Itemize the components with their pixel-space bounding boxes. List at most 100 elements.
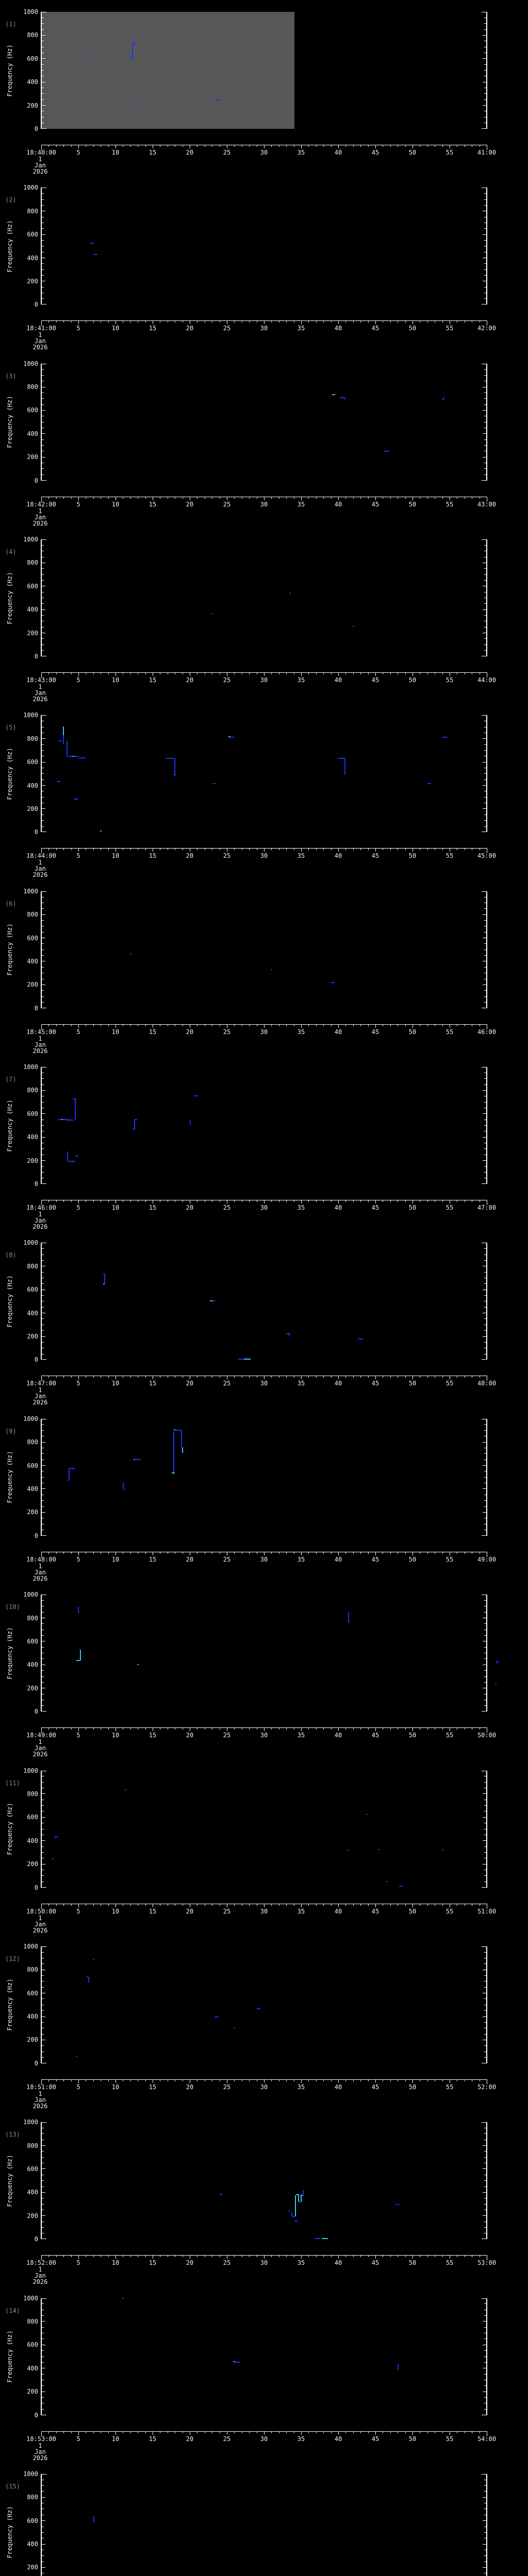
x-tick-label: 55 <box>446 2259 454 2267</box>
y-axis-tick <box>483 785 486 786</box>
x-tick-label: 15 <box>148 1380 157 1387</box>
spectrogram-panel: (3) Frequency (Hz) 0 200 400 600 800 1000 18:42:… <box>0 361 528 539</box>
y-tick-label: 800 <box>27 1087 38 1094</box>
y-axis-tick <box>484 205 486 206</box>
detection-mark <box>103 1274 105 1275</box>
y-axis-tick <box>484 2045 486 2046</box>
x-axis-tick <box>93 1903 94 1906</box>
x-axis-tick <box>71 496 72 499</box>
y-axis-tick <box>484 2303 486 2304</box>
y-axis-tick <box>42 820 44 821</box>
y-axis-tick <box>484 2315 486 2316</box>
detection-mark <box>194 1095 198 1096</box>
y-tick-label: 400 <box>27 254 38 262</box>
x-axis-tick <box>71 1903 72 1906</box>
y-tick-label: 200 <box>27 2036 38 2044</box>
x-axis-tick <box>71 1024 72 1026</box>
y-axis-tick <box>484 2491 486 2492</box>
x-axis-tick <box>390 320 391 323</box>
x-axis-tick <box>353 1727 354 1730</box>
x-axis-tick <box>412 496 413 500</box>
x-axis-tick <box>264 672 265 676</box>
x-axis-tick <box>48 496 50 499</box>
y-axis-title: Frequency (Hz) <box>6 2330 13 2383</box>
x-axis-tick <box>264 848 265 852</box>
x-axis-tick <box>323 320 324 323</box>
x-tick-label: 55 <box>446 1732 454 1739</box>
detection-mark <box>398 2364 399 2370</box>
detection-mark <box>190 1120 191 1125</box>
detection-mark <box>234 2361 236 2362</box>
x-axis-tick <box>108 848 109 851</box>
x-axis-tick <box>48 1024 50 1026</box>
x-axis-tick <box>271 2079 272 2081</box>
y-axis-tick <box>483 35 486 36</box>
x-axis-tick <box>286 2079 287 2081</box>
y-axis-line-right <box>486 891 487 1008</box>
y-axis-title: Frequency (Hz) <box>6 220 13 273</box>
x-tick-label: 55 <box>446 1380 454 1387</box>
x-axis-tick <box>93 1727 94 1730</box>
y-axis-tick <box>483 1090 486 1091</box>
x-axis-tick <box>108 1200 109 1202</box>
y-axis-tick <box>484 574 486 575</box>
detection-mark <box>69 1468 70 1480</box>
x-axis-tick <box>338 1551 339 1555</box>
x-tick-label: 5 <box>76 676 80 684</box>
x-tick-label: 15 <box>148 1204 157 1212</box>
x-tick-label: 25 <box>223 1380 231 1387</box>
x-axis-tick <box>56 1551 57 1554</box>
y-axis-tick <box>483 2016 486 2017</box>
y-axis-tick <box>484 1987 486 1988</box>
x-axis-tick <box>405 320 406 323</box>
x-axis-tick <box>360 1727 361 1730</box>
y-axis-tick <box>484 1612 486 1613</box>
detection-mark <box>398 2204 400 2206</box>
x-tick-label: 55 <box>446 1907 454 1915</box>
y-axis-title: Frequency (Hz) <box>6 2506 13 2558</box>
x-tick-label: 15 <box>148 1732 157 1739</box>
detection-mark <box>62 735 64 744</box>
y-axis-tick <box>42 1635 44 1636</box>
y-axis-tick <box>484 2227 486 2228</box>
x-axis-tick <box>130 2079 131 2081</box>
y-axis-title: Frequency (Hz) <box>6 1803 13 1855</box>
y-axis-tick <box>484 750 486 751</box>
x-axis-tick <box>48 2255 50 2258</box>
x-axis-tick <box>345 1903 346 1906</box>
x-axis-tick <box>316 672 317 675</box>
y-axis-tick <box>483 808 486 809</box>
x-tick-label: 30 <box>260 1555 268 1563</box>
x-axis-tick <box>78 496 79 500</box>
y-tick-label: 800 <box>27 2494 38 2501</box>
x-axis-tick <box>56 2079 57 2081</box>
x-axis-tick <box>48 1551 50 1554</box>
x-axis-tick <box>405 2079 406 2081</box>
y-axis-tick <box>484 1283 486 1284</box>
y-axis-tick <box>484 1998 486 1999</box>
x-axis-tick <box>345 1200 346 1202</box>
y-axis-tick <box>42 99 44 100</box>
y-axis-tick <box>42 1512 45 1513</box>
y-axis-tick <box>484 375 486 376</box>
x-axis-tick <box>353 145 354 147</box>
y-axis-tick <box>483 410 486 411</box>
x-tick-label: 25 <box>223 500 231 508</box>
x-tick-label: 25 <box>223 2435 231 2443</box>
y-axis-tick <box>42 23 44 24</box>
detection-mark <box>66 741 68 757</box>
y-axis-tick <box>484 990 486 991</box>
y-axis-tick <box>484 1342 486 1343</box>
y-axis-tick <box>484 2010 486 2011</box>
x-tick-label: 5 <box>76 325 80 332</box>
x-axis-tick <box>271 1903 272 1906</box>
detection-mark <box>384 451 390 452</box>
plot-area <box>41 1946 487 2063</box>
x-start-time-label: 18:43:00 <box>26 676 56 684</box>
x-axis-tick <box>71 848 72 851</box>
x-axis-tick <box>405 2255 406 2258</box>
y-tick-label: 1000 <box>23 2294 38 2302</box>
x-axis-tick <box>338 672 339 676</box>
y-axis-tick <box>484 193 486 194</box>
y-axis-tick <box>484 240 486 241</box>
